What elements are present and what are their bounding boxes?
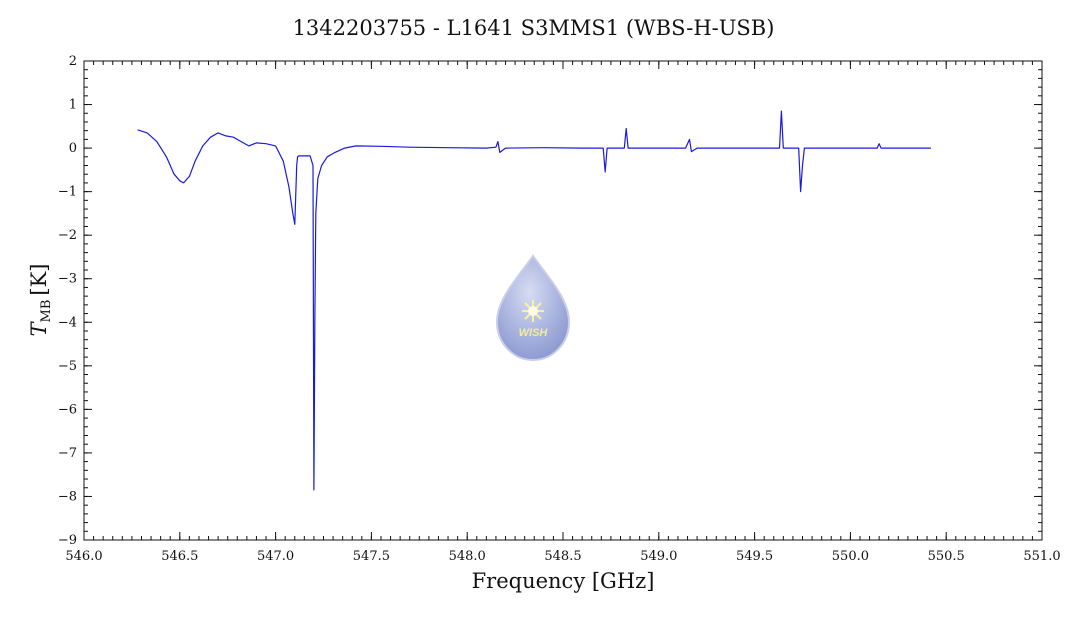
y-axis-subscript: MB <box>39 300 54 323</box>
y-tick-label: −2 <box>58 228 77 243</box>
y-tick-label: 1 <box>69 98 77 113</box>
x-tick-label: 551.0 <box>1023 549 1060 564</box>
x-tick-label: 549.5 <box>736 549 773 564</box>
y-tick-label: 2 <box>69 54 77 69</box>
y-tick-label: −4 <box>58 315 77 330</box>
y-tick-label: 0 <box>69 141 77 156</box>
y-tick-label: −7 <box>58 446 77 461</box>
y-tick-label: −5 <box>58 359 77 374</box>
x-tick-label: 546.0 <box>65 549 102 564</box>
x-axis-label: Frequency [GHz] <box>472 569 655 593</box>
x-tick-label: 550.5 <box>928 549 965 564</box>
y-axis-symbol: T <box>27 320 51 336</box>
spectrum-line <box>137 110 931 491</box>
x-tick-label: 547.0 <box>257 549 294 564</box>
y-tick-label: −3 <box>58 272 77 287</box>
x-tick-label: 547.5 <box>353 549 390 564</box>
plot-frame <box>83 60 1043 541</box>
y-axis-label: TMB [K] <box>27 264 54 337</box>
y-axis-unit: [K] <box>27 264 51 296</box>
x-tick-label: 550.0 <box>832 549 869 564</box>
x-tick-label: 549.0 <box>640 549 677 564</box>
x-tick-label: 548.5 <box>544 549 581 564</box>
x-tick-label: 548.0 <box>449 549 486 564</box>
series-layer <box>137 110 931 491</box>
y-tick-label: −1 <box>58 185 77 200</box>
wish-label: WISH <box>519 327 549 339</box>
star-core <box>528 306 538 316</box>
x-tick-label: 546.5 <box>161 549 198 564</box>
y-tick-label: −8 <box>58 489 77 504</box>
chart-title: 1342203755 - L1641 S3MMS1 (WBS-H-USB) <box>292 16 775 40</box>
axis-ticks: 546.0 546.5 547.0 547.5 548.0 548.5 549.0 549.5… <box>58 54 1061 564</box>
y-tick-label: −9 <box>58 533 77 548</box>
y-tick-label: −6 <box>58 402 77 417</box>
wish-logo: WISH <box>495 254 571 362</box>
